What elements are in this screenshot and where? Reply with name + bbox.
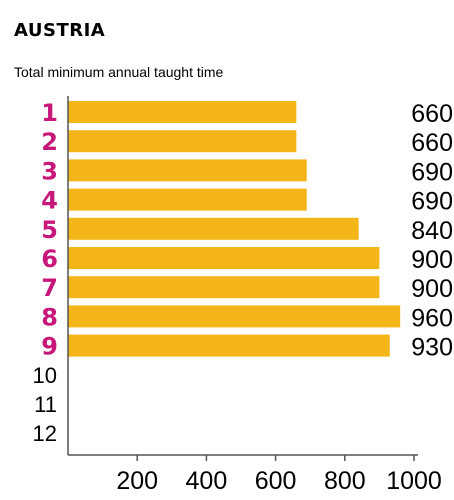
bar	[68, 188, 307, 211]
bar	[68, 276, 380, 299]
chart-title: AUSTRIA	[14, 20, 106, 41]
bar	[68, 334, 390, 357]
category-label: 4	[41, 187, 58, 215]
x-tick-label: 1000	[386, 467, 442, 495]
bars-layer	[68, 101, 401, 357]
category-label: 2	[41, 128, 58, 156]
category-label: 6	[41, 245, 58, 273]
category-label: 10	[33, 363, 57, 388]
bar	[68, 130, 297, 153]
category-label: 7	[41, 274, 58, 302]
labels-layer: 1 660 2 660 3 690 4 690 5 840 6 900 7 900 8 960 9 930 10 11…	[33, 99, 453, 495]
bar	[68, 247, 380, 269]
chart-subtitle: Total minimum annual taught time	[14, 64, 224, 80]
axis-layer	[67, 96, 418, 461]
x-tick-label: 200	[116, 467, 158, 495]
bar	[68, 217, 359, 240]
category-label: 3	[41, 157, 58, 185]
value-label: 660	[411, 129, 453, 157]
category-label: 12	[33, 421, 57, 446]
value-label: 690	[411, 188, 453, 216]
category-label: 1	[41, 99, 58, 127]
bar	[68, 305, 401, 328]
x-tick-label: 400	[186, 467, 228, 495]
x-tick-label: 600	[255, 467, 297, 495]
category-label: 8	[41, 303, 58, 331]
value-label: 690	[411, 158, 453, 186]
value-label: 960	[411, 304, 453, 332]
category-label: 11	[34, 392, 57, 417]
category-label: 9	[41, 333, 58, 361]
value-label: 900	[411, 275, 453, 303]
bar	[68, 101, 297, 123]
value-label: 930	[411, 334, 453, 362]
value-label: 900	[411, 246, 453, 274]
bar	[68, 159, 307, 182]
x-tick-label: 800	[324, 467, 366, 495]
category-label: 5	[41, 216, 58, 244]
value-label: 840	[411, 217, 453, 245]
value-label: 660	[411, 100, 453, 128]
